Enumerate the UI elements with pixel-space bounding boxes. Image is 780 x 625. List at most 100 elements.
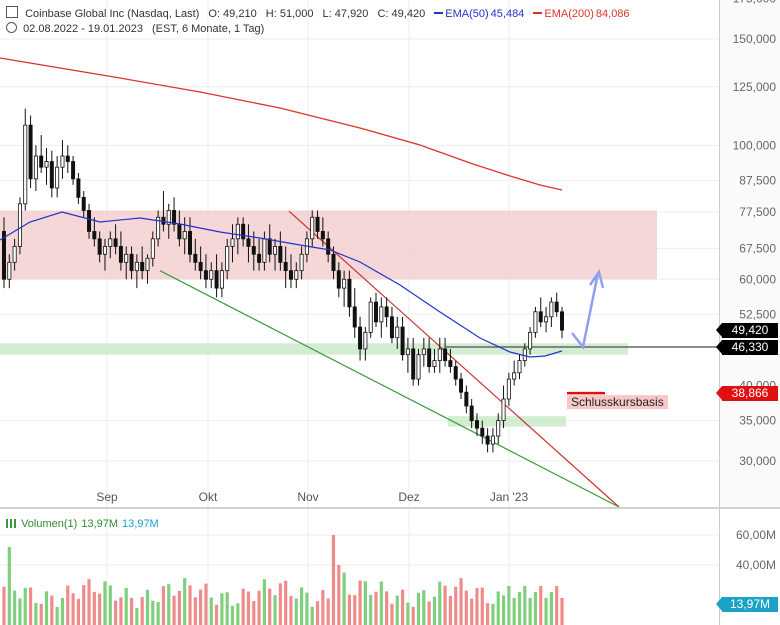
price-axis-tick-13: 35,000 [739, 414, 776, 428]
volume-bar [305, 592, 309, 625]
candle-body [118, 246, 123, 263]
volume-bar [39, 603, 43, 625]
volume-bar [236, 603, 240, 625]
volume-bar [204, 583, 208, 625]
candle-body [400, 326, 405, 356]
candle-body [533, 311, 538, 333]
line-level-badge: 46,330 [716, 340, 778, 355]
candle-body [257, 253, 262, 263]
volume-bar [544, 598, 548, 625]
volume-bar [411, 606, 415, 625]
price-axis-tick-14: 30,000 [739, 454, 776, 468]
volume-bar [172, 595, 176, 625]
volume-bar [129, 597, 134, 625]
volume-bar [528, 598, 532, 625]
candle-body [374, 301, 378, 323]
schlusskurs-badge: 38,866 [716, 386, 778, 401]
candle-body [315, 216, 320, 232]
candle-body [156, 216, 161, 240]
volume-label[interactable]: Volumen(1) [21, 518, 78, 530]
volume-bar [358, 580, 362, 625]
candle-body [469, 405, 474, 421]
candle-body [76, 178, 81, 198]
candle-body [384, 306, 389, 318]
ema50-legend-value: 45,484 [490, 8, 525, 20]
volume-bar [98, 593, 102, 625]
schlusskurs-label-bg [567, 395, 668, 410]
volume-bar [82, 584, 86, 625]
projection-arrow [571, 272, 600, 350]
volume-bar [92, 591, 96, 625]
price-axis-tick-8: 52,500 [739, 307, 776, 321]
candle-body [172, 210, 177, 225]
candle-body [65, 155, 70, 162]
volume-bar [331, 535, 336, 625]
volume-bar [517, 592, 522, 625]
pane-separator[interactable] [0, 507, 780, 509]
candle-body [474, 420, 479, 429]
candle-body [235, 223, 240, 240]
volume-bar [289, 595, 293, 625]
chart-subheader: 02.08.2022 - 19.01.2023 (EST, 6 Monate, … [6, 22, 270, 35]
volume-bar [44, 591, 49, 625]
volume-bar [470, 598, 474, 625]
date-range: 02.08.2022 - 19.01.2023 [23, 23, 143, 35]
chart-type-icon[interactable] [6, 6, 18, 18]
volume-bar [18, 598, 22, 625]
ema200-legend-label[interactable]: EMA(200) [544, 8, 594, 20]
volume-bar [491, 604, 495, 625]
candle-body [108, 238, 113, 247]
candle-body [416, 354, 421, 380]
volume-bar [347, 594, 352, 625]
volume-bar [400, 589, 405, 625]
volume-bar [66, 585, 70, 625]
volume-bar [60, 598, 65, 625]
candle-body [331, 253, 336, 272]
candle-body [278, 246, 283, 263]
volume-bar [315, 601, 320, 625]
candle-body [102, 246, 107, 255]
ema50-legend-label[interactable]: EMA(50) [445, 8, 489, 20]
volume-bar [23, 587, 27, 625]
candle-body [299, 253, 304, 272]
volume-bar [7, 547, 11, 625]
volume-bar [262, 579, 266, 625]
candle-body [87, 210, 92, 232]
candle-body [496, 420, 501, 437]
candle-body [506, 378, 511, 400]
candle-body [49, 161, 54, 189]
candle-body [363, 331, 368, 350]
chart-header: Coinbase Global Inc (Nasdaq, Last) O: 49… [6, 6, 636, 20]
candle-body [150, 238, 155, 259]
candle-body [81, 196, 86, 211]
volume-bar [512, 598, 516, 625]
candle-body [225, 246, 230, 272]
volume-bar [161, 586, 166, 625]
volume-bar [406, 602, 410, 625]
month-label-2: Nov [297, 490, 318, 504]
candle-body [219, 270, 224, 289]
candle-body [113, 238, 118, 247]
volume-axis-tick-0: 60,00M [736, 528, 776, 542]
candle-body [203, 270, 208, 280]
volume-bar [28, 587, 33, 625]
candle-body [273, 246, 278, 255]
volume-bar [560, 598, 564, 625]
volume-bar [539, 586, 543, 625]
volume-bar [379, 581, 383, 625]
volume-bar [507, 586, 511, 625]
candles [2, 108, 564, 453]
candle-body [267, 238, 272, 255]
volume-bar [438, 581, 442, 625]
volume-bar [284, 580, 288, 625]
volume-bar [448, 595, 452, 625]
volume-bar [214, 604, 219, 625]
candle-body [28, 124, 33, 180]
candle-body [336, 270, 341, 289]
candle-body [352, 306, 357, 328]
volume-bar [273, 595, 277, 625]
volume-bar [326, 598, 330, 625]
volume-bar [34, 603, 38, 625]
candle-body [485, 435, 490, 445]
